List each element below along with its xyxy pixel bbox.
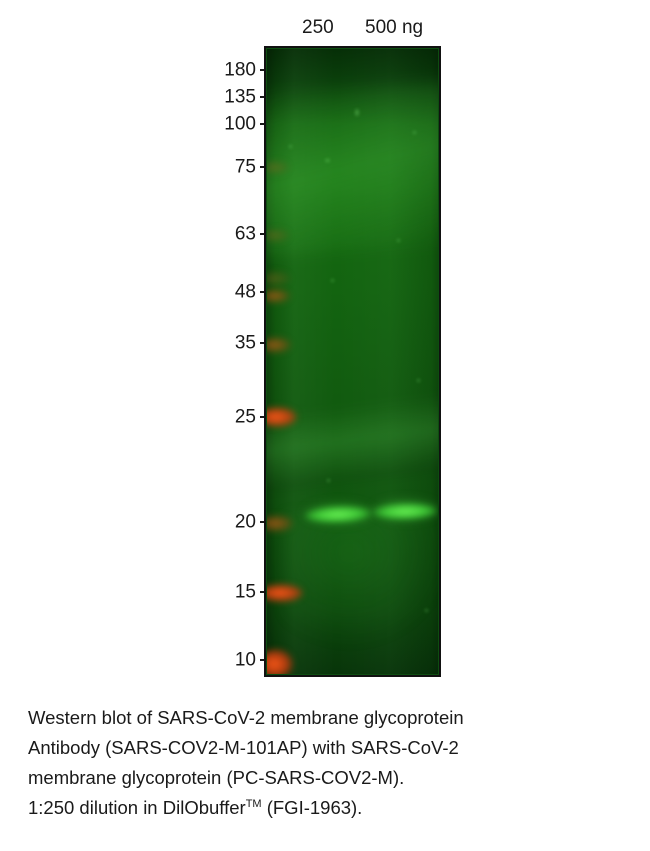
figure-caption: Western blot of SARS-CoV-2 membrane glyc…	[28, 703, 634, 823]
membrane-sheen-lower	[280, 511, 438, 649]
membrane-speck	[331, 279, 334, 282]
caption-dilution-text: 1:250 dilution in DilObuffer	[28, 797, 246, 818]
membrane-speck	[289, 145, 292, 148]
caption-line-3: membrane glycoprotein (PC-SARS-COV2-M).	[28, 767, 405, 788]
mw-label-10: 10	[234, 649, 256, 671]
mw-label-75: 75	[234, 156, 256, 178]
caption-catalog-text: (FGI-1963).	[261, 797, 363, 818]
sample-band-lane1-halo	[301, 501, 377, 525]
trademark-symbol: TM	[245, 797, 262, 810]
lane-label-500ng: 500 ng	[365, 17, 424, 38]
mw-label-63: 63	[234, 223, 256, 245]
molecular-weight-axis: 180 135 100 75 63 48 35 25 20 15 10	[210, 40, 270, 680]
membrane-speck	[417, 379, 420, 382]
caption-line-1: Western blot of SARS-CoV-2 membrane glyc…	[28, 707, 464, 728]
mw-label-100: 100	[224, 113, 256, 135]
mw-label-135: 135	[224, 86, 256, 108]
ladder-marker-55kda	[267, 271, 290, 286]
mw-label-25: 25	[234, 406, 256, 428]
caption-line-4: 1:250 dilution in DilObufferTM (FGI-1963…	[28, 793, 634, 823]
ladder-marker-75kda	[267, 161, 289, 174]
ladder-marker-20kda	[267, 515, 293, 532]
ladder-marker-10kda	[267, 649, 293, 674]
membrane-speck	[327, 479, 330, 482]
sample-band-lane2-halo	[369, 498, 438, 522]
membrane-speck	[413, 131, 416, 134]
membrane-speck	[425, 609, 428, 612]
mw-label-180: 180	[224, 59, 256, 81]
membrane-sheen-upper	[267, 78, 438, 257]
western-blot-figure: 250 500 ng 180 135 100 75 63 48 35 25 20…	[210, 17, 441, 680]
mw-label-48: 48	[234, 281, 256, 303]
membrane-speck	[397, 239, 400, 242]
mw-label-35: 35	[234, 332, 256, 354]
ladder-marker-25kda	[267, 407, 297, 427]
ladder-marker-63kda	[267, 229, 289, 242]
caption-line-2: Antibody (SARS-COV2-M-101AP) with SARS-C…	[28, 737, 459, 758]
mw-label-15: 15	[234, 581, 256, 603]
ladder-marker-48kda	[267, 289, 290, 303]
membrane-sheen-diagonal	[267, 391, 438, 495]
ladder-marker-15kda	[267, 584, 303, 602]
membrane-speck	[325, 159, 330, 162]
mw-label-20: 20	[234, 511, 256, 533]
membrane-speck	[355, 109, 359, 116]
blot-membrane-surface	[267, 49, 438, 674]
lane-label-250ng: 250	[302, 17, 334, 38]
blot-membrane	[264, 46, 441, 677]
ladder-marker-35kda	[267, 337, 291, 353]
